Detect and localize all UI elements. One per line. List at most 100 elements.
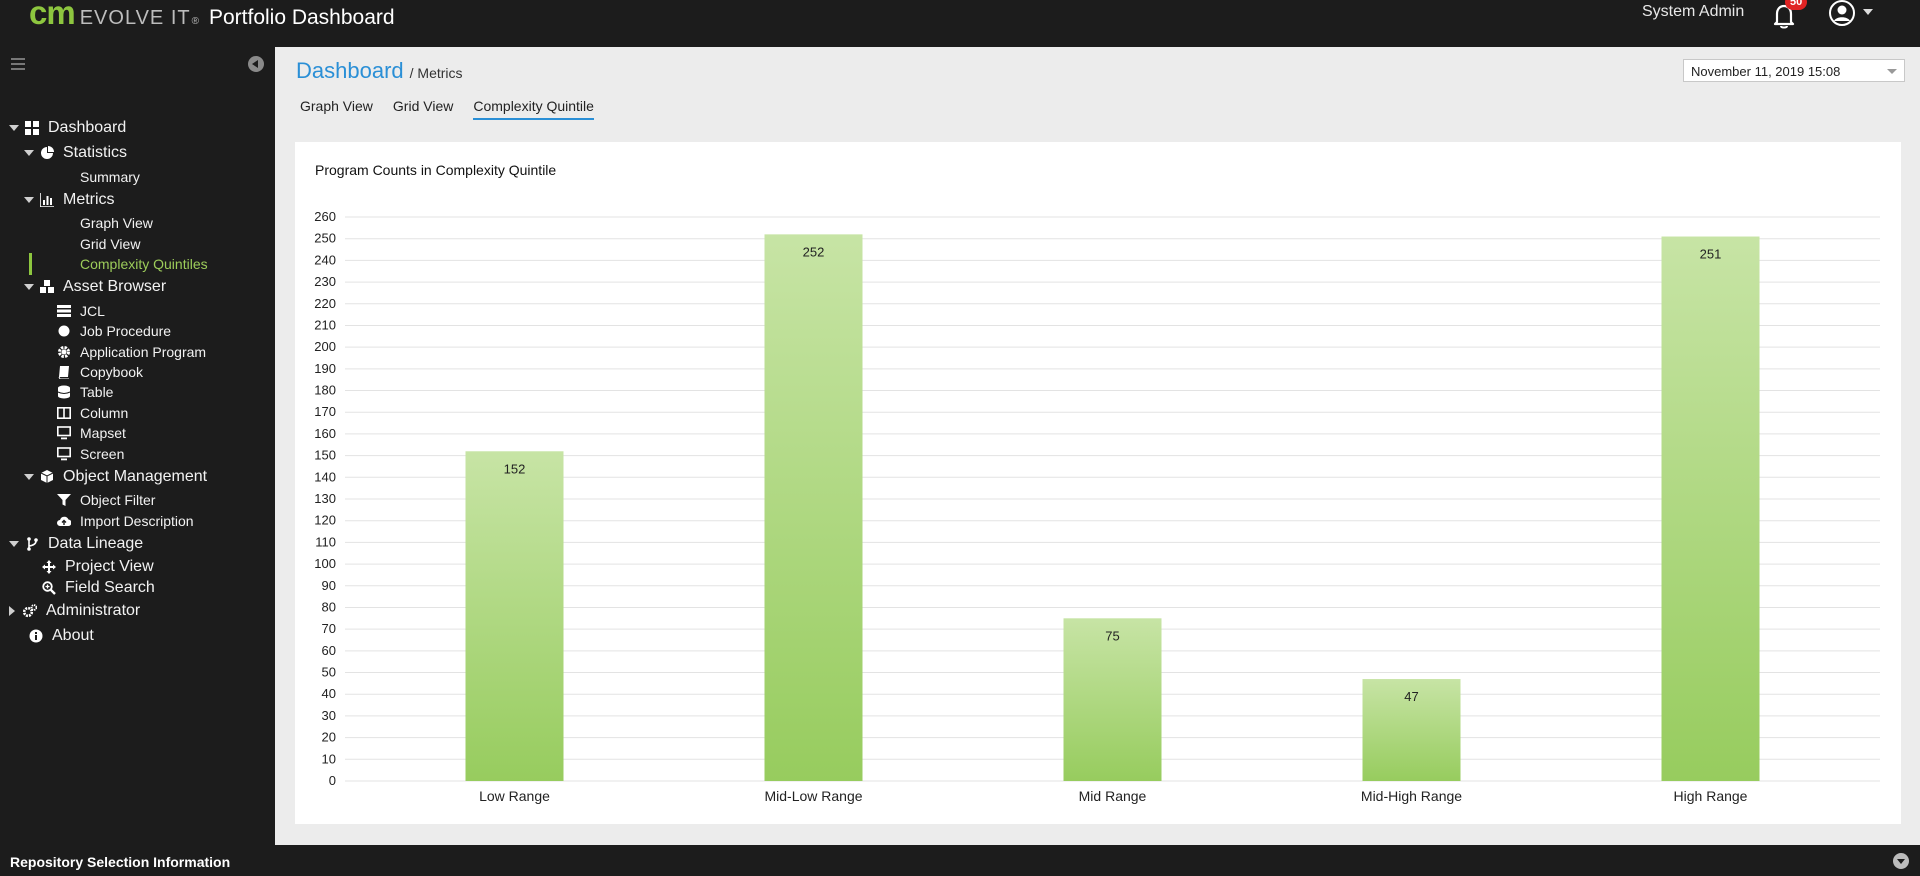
sidebar-item-copybook[interactable]: Copybook <box>57 363 143 381</box>
sidebar-item-asset-browser[interactable]: Asset Browser <box>24 278 166 296</box>
user-avatar-icon[interactable] <box>1827 0 1857 30</box>
pie-chart-icon <box>41 146 54 159</box>
circle-icon <box>58 325 70 337</box>
chevron-down-icon[interactable] <box>1887 69 1897 74</box>
y-tick-label: 40 <box>322 686 336 701</box>
sidebar-item-label: Grid View <box>80 236 141 252</box>
chevron-down-icon[interactable] <box>9 125 19 131</box>
chevron-down-icon[interactable] <box>1863 9 1873 15</box>
info-icon <box>29 629 43 643</box>
sidebar: Dashboard Statistics Summary Metrics Graph V… <box>0 47 275 845</box>
sidebar-item-application-program[interactable]: Application Program <box>57 343 206 361</box>
cubes-icon <box>40 280 54 293</box>
sidebar-item-field-search[interactable]: Field Search <box>42 579 155 597</box>
view-tabs: Graph View Grid View Complexity Quintile <box>300 98 614 120</box>
sidebar-item-job-procedure[interactable]: Job Procedure <box>57 322 171 340</box>
tab-graph-view[interactable]: Graph View <box>300 98 373 114</box>
sidebar-item-project-view[interactable]: Project View <box>42 558 154 576</box>
cloud-upload-icon <box>57 516 71 527</box>
y-tick-label: 190 <box>314 361 336 376</box>
bar <box>1063 618 1162 781</box>
date-select[interactable]: November 11, 2019 15:08 <box>1683 59 1905 82</box>
sidebar-item-label: Graph View <box>80 215 153 231</box>
user-name[interactable]: System Admin <box>1642 3 1745 20</box>
sidebar-item-grid-view[interactable]: Grid View <box>80 235 140 253</box>
bar <box>764 234 863 781</box>
tab-complexity-quintile[interactable]: Complexity Quintile <box>473 98 594 120</box>
sidebar-item-summary[interactable]: Summary <box>80 168 140 186</box>
sidebar-item-label: Application Program <box>80 344 207 360</box>
sidebar-item-label: Project View <box>65 558 154 575</box>
sidebar-item-jcl[interactable]: JCL <box>57 302 105 320</box>
sidebar-item-column[interactable]: Column <box>57 404 128 422</box>
sidebar-item-graph-view[interactable]: Graph View <box>80 214 153 232</box>
sidebar-item-label: Screen <box>80 446 125 462</box>
y-tick-label: 110 <box>315 534 336 549</box>
breadcrumb-dashboard[interactable]: Dashboard <box>296 58 404 83</box>
collapse-sidebar-icon[interactable] <box>248 56 264 72</box>
sidebar-item-mapset[interactable]: Mapset <box>57 424 126 442</box>
sidebar-item-object-management[interactable]: Object Management <box>24 468 207 486</box>
y-tick-label: 50 <box>322 665 336 680</box>
sidebar-item-statistics[interactable]: Statistics <box>24 144 127 162</box>
search-plus-icon <box>42 581 56 595</box>
expand-footer-icon[interactable] <box>1893 853 1909 869</box>
sidebar-item-table[interactable]: Table <box>57 383 113 401</box>
brand-logo[interactable]: CM EVOLVE IT ® Portfolio Dashboard <box>29 0 395 30</box>
sidebar-item-complexity-quintiles[interactable]: Complexity Quintiles <box>80 255 208 273</box>
bar-data-label: 252 <box>803 244 825 259</box>
brand-evolve: EVOLVE IT <box>79 7 191 29</box>
sidebar-item-label: Import Description <box>80 513 194 529</box>
chevron-down-icon[interactable] <box>24 150 34 156</box>
date-select-value: November 11, 2019 15:08 <box>1691 64 1841 79</box>
menu-icon[interactable] <box>11 58 25 70</box>
x-tick-label: High Range <box>1674 788 1748 804</box>
sidebar-item-screen[interactable]: Screen <box>57 445 124 463</box>
y-tick-label: 250 <box>314 231 336 246</box>
y-tick-label: 0 <box>329 773 336 788</box>
y-tick-label: 170 <box>314 404 336 419</box>
sidebar-item-administrator[interactable]: Administrator <box>9 602 140 620</box>
app-title: Portfolio Dashboard <box>208 6 395 29</box>
chevron-down-icon[interactable] <box>24 197 34 203</box>
sidebar-item-metrics[interactable]: Metrics <box>24 191 115 209</box>
server-icon <box>57 305 71 317</box>
brand-registered-mark: ® <box>191 16 199 27</box>
bell-icon[interactable] <box>1768 0 1800 30</box>
desktop-icon <box>57 426 71 440</box>
sidebar-item-data-lineage[interactable]: Data Lineage <box>9 535 143 553</box>
chevron-down-icon[interactable] <box>24 284 34 290</box>
monitor-icon <box>57 447 71 461</box>
y-tick-label: 210 <box>314 317 336 332</box>
sidebar-item-label: Field Search <box>65 579 155 596</box>
bar-data-label: 251 <box>1700 247 1722 262</box>
bar-data-label: 152 <box>504 461 526 476</box>
x-tick-label: Mid Range <box>1079 788 1147 804</box>
chevron-right-icon[interactable] <box>9 606 15 616</box>
y-tick-label: 200 <box>314 339 336 354</box>
sidebar-item-label: Table <box>80 384 114 400</box>
chevron-down-icon[interactable] <box>9 541 19 547</box>
sidebar-item-dashboard[interactable]: Dashboard <box>9 119 126 137</box>
x-tick-label: Mid-Low Range <box>764 788 862 804</box>
y-tick-label: 70 <box>322 621 336 636</box>
top-header: CM EVOLVE IT ® Portfolio Dashboard Syste… <box>0 0 1920 47</box>
y-tick-label: 80 <box>322 599 336 614</box>
y-tick-label: 100 <box>314 556 336 571</box>
sidebar-item-object-filter[interactable]: Object Filter <box>57 491 155 509</box>
sidebar-item-import-description[interactable]: Import Description <box>57 512 194 530</box>
columns-icon <box>57 406 71 419</box>
chevron-down-icon[interactable] <box>24 474 34 480</box>
y-tick-label: 150 <box>314 448 336 463</box>
dashboard-icon <box>25 121 39 135</box>
tab-grid-view[interactable]: Grid View <box>392 98 454 114</box>
sidebar-item-about[interactable]: About <box>29 627 94 645</box>
bar-chart-icon <box>40 193 54 207</box>
sidebar-item-label: About <box>52 627 94 644</box>
bar <box>465 451 564 781</box>
y-tick-label: 160 <box>314 426 336 441</box>
repository-selection-label[interactable]: Repository Selection Information <box>10 854 231 870</box>
bar-chart: 0 10 20 30 40 50 60 70 80 90 100 110 120 130 140 150 160… <box>314 209 1880 804</box>
x-tick-label: Mid-High Range <box>1361 788 1462 804</box>
brand-cm: CM <box>29 0 76 31</box>
